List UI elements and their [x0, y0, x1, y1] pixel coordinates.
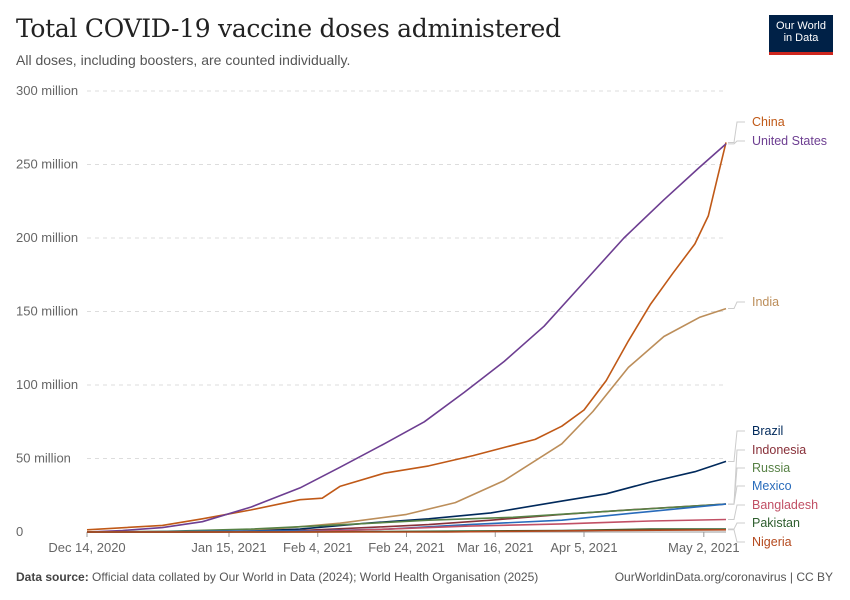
legend-label-russia[interactable]: Russia: [752, 461, 790, 475]
legend-labels: China United States India Brazil Indonesia Ru…: [728, 115, 827, 549]
x-tick-label: Apr 5, 2021: [550, 540, 617, 555]
legend-connector: [728, 504, 745, 521]
x-tick-label: Feb 4, 2021: [283, 540, 352, 555]
owid-logo[interactable]: Our World in Data: [769, 15, 833, 55]
legend-connector: [728, 121, 745, 143]
legend-label-china[interactable]: China: [752, 115, 785, 129]
legend-label-brazil[interactable]: Brazil: [752, 424, 783, 438]
legend-connector: [728, 430, 745, 462]
line-chart: 0 50 million 100 million 150 million 200 mil…: [16, 83, 827, 555]
x-tick-label: Feb 24, 2021: [368, 540, 445, 555]
legend-label-indonesia[interactable]: Indonesia: [752, 443, 806, 457]
legend-connector: [728, 529, 745, 543]
data-source-text: Official data collated by Our World in D…: [92, 570, 539, 584]
series-line-united-states[interactable]: [86, 143, 727, 533]
chart-title: Total COVID-19 vaccine doses administere…: [16, 14, 561, 43]
legend-connector: [728, 140, 745, 145]
legend-label-nigeria[interactable]: Nigeria: [752, 535, 792, 549]
y-tick-label: 200 million: [16, 230, 78, 245]
x-tick-label: May 2, 2021: [668, 540, 740, 555]
logo-line-1: Our World: [776, 20, 826, 32]
x-tick-label: Jan 15, 2021: [191, 540, 266, 555]
y-tick-label: 50 million: [16, 451, 71, 466]
legend-connector: [728, 485, 745, 505]
chart-subtitle: All doses, including boosters, are count…: [16, 52, 351, 68]
series-line-nigeria[interactable]: [87, 529, 727, 533]
logo-line-2: in Data: [783, 32, 819, 44]
legend-connector: [728, 301, 745, 310]
series-lines: [86, 142, 727, 533]
y-tick-label: 0: [16, 524, 23, 539]
legend-label-pakistan[interactable]: Pakistan: [752, 516, 800, 530]
y-axis-ticks: 0 50 million 100 million 150 million 200 mil…: [16, 83, 78, 539]
legend-label-mexico[interactable]: Mexico: [752, 479, 792, 493]
y-tick-label: 150 million: [16, 304, 78, 319]
legend-label-bangladesh[interactable]: Bangladesh: [752, 498, 818, 512]
legend-label-india[interactable]: India: [752, 295, 779, 309]
y-tick-label: 250 million: [16, 157, 78, 172]
x-tick-label: Mar 16, 2021: [457, 540, 534, 555]
y-tick-label: 100 million: [16, 377, 78, 392]
y-tick-label: 300 million: [16, 83, 78, 98]
x-tick-label: Dec 14, 2020: [48, 540, 125, 555]
legend-connector: [728, 522, 745, 530]
source-url[interactable]: OurWorldinData.org/coronavirus | CC BY: [614, 570, 833, 584]
series-line-brazil[interactable]: [86, 460, 727, 533]
series-line-india[interactable]: [86, 307, 727, 533]
gridlines: [87, 90, 726, 459]
data-source: Data source: Official data collated by O…: [16, 570, 538, 584]
data-source-label: Data source:: [16, 570, 89, 584]
x-axis: Dec 14, 2020 Jan 15, 2021 Feb 4, 2021 Feb 2…: [48, 531, 740, 555]
legend-label-united-states[interactable]: United States: [752, 134, 827, 148]
series-line-china[interactable]: [86, 142, 727, 531]
